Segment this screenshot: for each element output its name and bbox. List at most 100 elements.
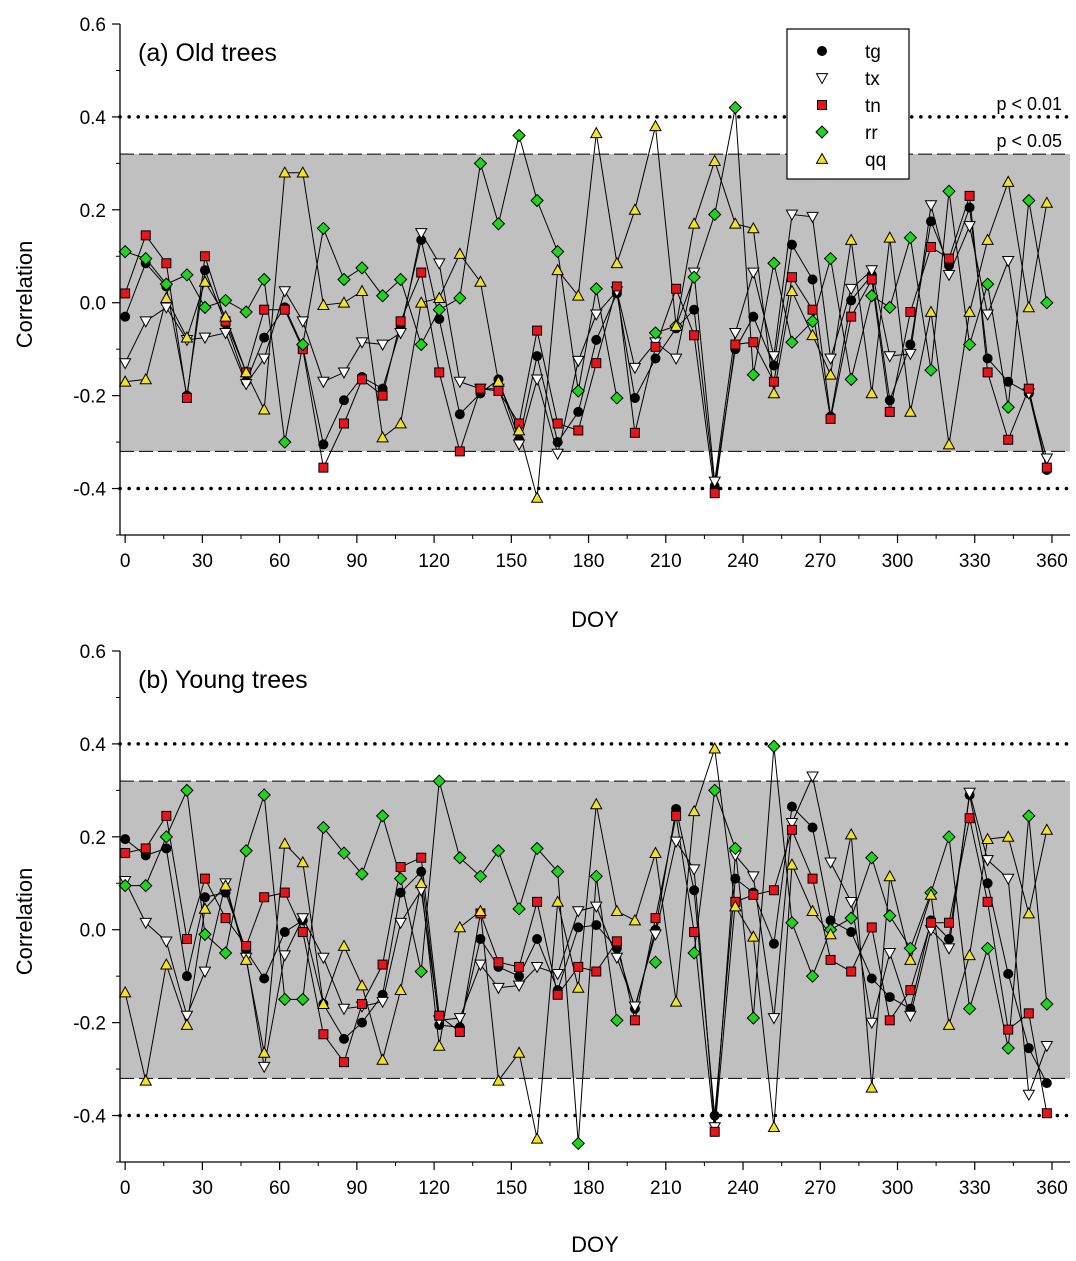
point-tn [807,304,818,315]
point-qq [767,1120,781,1133]
point-tn [532,896,543,907]
series-markers-tn [120,810,1052,1137]
point-tn [846,311,857,322]
point-tn [181,392,192,403]
point-rr [198,300,212,315]
point-tx [317,952,330,965]
point-tg [338,395,349,406]
point-tn [709,1126,720,1137]
point-qq [198,902,212,914]
point-qq [571,981,585,993]
point-rr [883,300,897,315]
point-tx [139,316,153,328]
point-qq [628,913,642,926]
x-tick-label: 180 [573,551,605,572]
point-tn [807,873,818,884]
point-qq [589,797,603,810]
point-rr [589,869,603,884]
legend-item-tn: tn [817,96,881,117]
legend: tg tx tn rr qq [786,28,910,180]
y-tick-label: 0.6 [80,642,106,663]
point-qq [649,119,662,132]
series-markers-tx [118,200,1054,489]
point-rr [571,384,585,398]
point-rr [1040,997,1054,1011]
point-rr [316,221,331,236]
point-tg [650,353,661,364]
point-rr [139,878,153,893]
point-tx [669,836,683,848]
point-qq [474,904,487,917]
point-tn [611,281,622,292]
point-qq [139,372,153,385]
point-tn [748,337,759,348]
point-tn [866,274,877,285]
point-qq [824,368,837,380]
point-tn [1023,1008,1034,1019]
point-rr [118,244,132,259]
point-tn [475,383,486,394]
x-tick-label: 60 [269,1178,290,1199]
point-tn [279,887,290,898]
legend-item-tx: tx [815,69,880,90]
point-qq [806,904,819,917]
x-tick-label: 360 [1036,1178,1068,1199]
panel-young-trees: -0.4 -0.2 0.0 0.2 0.4 0.6 0 30 60 90 120 150 180 210 2… [12,642,1072,1257]
point-rr [865,289,879,303]
point-rr [648,955,663,969]
point-rr [257,272,271,287]
x-tick-label: 30 [192,1178,213,1199]
point-tx [649,929,662,941]
point-tg [884,395,895,406]
y-tick-label: 0.2 [80,201,106,222]
point-tn [181,934,192,945]
point-qq [904,953,917,965]
point-rr [278,435,292,449]
point-tx [844,896,858,909]
point-tg [279,927,290,938]
point-tx [746,871,760,883]
point-tx [219,328,232,340]
point-qq [492,1074,505,1086]
point-qq [355,978,369,991]
point-qq [708,154,722,166]
point-tn [120,848,131,859]
point-qq [963,305,976,317]
x-tick-label: 120 [418,1178,450,1199]
point-tg [120,834,131,845]
point-tx [687,864,701,876]
point-tn [434,1010,445,1021]
point-tx [904,348,917,361]
legend-label-tg: tg [865,42,881,63]
y-tick-label: 0.6 [80,15,106,36]
point-tx [278,950,292,962]
point-tn [140,230,151,241]
point-qq [317,298,330,310]
point-qq [728,899,742,912]
point-qq [610,256,624,269]
point-qq [767,386,781,399]
point-qq [180,331,194,343]
point-qq [844,827,858,840]
point-rr [610,1013,624,1028]
point-qq [317,997,330,1009]
point-rr [491,844,506,858]
point-tn [730,339,741,350]
point-tn [825,954,836,965]
y-axis-label: Correlation [12,868,37,976]
point-tx [317,376,330,389]
point-tx [376,339,389,352]
point-tn [709,488,720,499]
point-rr [118,878,132,893]
point-tx [924,200,938,212]
point-tx [883,351,897,363]
point-tx [865,1017,879,1030]
point-rr [1022,809,1036,823]
point-tg [964,202,975,213]
point-tx [337,367,351,379]
point-tn [357,374,368,385]
point-tx [708,476,722,489]
point-tg [591,920,602,931]
point-qq [257,1046,271,1058]
point-qq [414,296,428,308]
